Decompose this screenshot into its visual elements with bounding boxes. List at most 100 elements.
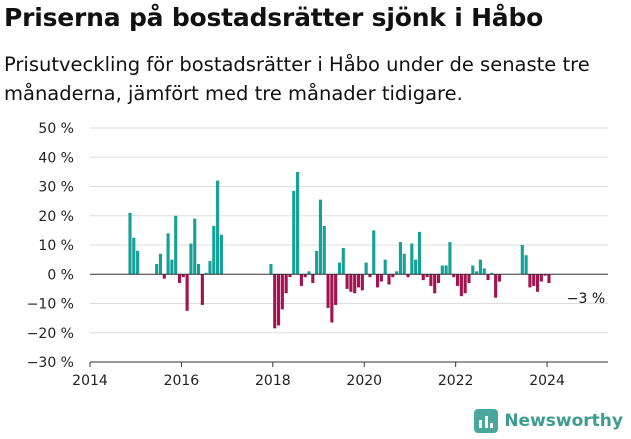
bar (284, 274, 288, 294)
x-axis: 2014 2016 2018 2020 2022 2024 (72, 273, 608, 389)
bar (440, 265, 444, 275)
bar (216, 180, 220, 275)
bars (128, 171, 551, 329)
bar (448, 242, 452, 275)
y-tick-label: 40 % (38, 150, 74, 166)
bar (219, 234, 223, 275)
bar (433, 274, 437, 294)
bar (535, 274, 540, 292)
bar (162, 274, 166, 279)
bar (444, 265, 448, 275)
bar (196, 264, 201, 275)
bar (524, 255, 528, 275)
chart-subtitle: Prisutveckling för bostadsrätter i Håbo … (4, 53, 590, 105)
bar (166, 233, 170, 275)
bar (391, 274, 395, 278)
bar (463, 274, 467, 294)
y-tick-label: 20 % (38, 209, 74, 225)
bar (273, 274, 277, 329)
y-axis: 50 % 40 % 30 % 20 % 10 % 0 % −10 % −20 % −30 % (27, 121, 74, 371)
bar (414, 259, 418, 275)
bar (326, 274, 330, 308)
bar (322, 225, 326, 275)
bar (315, 250, 319, 275)
last-value-label: −3 % (567, 291, 605, 307)
bar (170, 259, 174, 275)
bar (398, 242, 402, 275)
bar (360, 274, 364, 291)
y-tick-label: −10 % (27, 297, 74, 313)
bar (269, 264, 273, 275)
bar (543, 274, 547, 276)
brand-name: Newsworthy (504, 411, 623, 431)
bar (528, 274, 532, 288)
bar (395, 271, 399, 275)
bar (429, 274, 433, 286)
bar (520, 245, 524, 275)
bar (299, 274, 303, 286)
bar (383, 259, 387, 275)
bar (482, 268, 486, 275)
bar (410, 243, 414, 275)
bar (200, 274, 204, 305)
bar (455, 274, 460, 286)
bar (185, 274, 189, 311)
y-tick-label: −30 % (27, 355, 74, 371)
bar (204, 272, 208, 275)
newsworthy-brand: Newsworthy (474, 409, 623, 433)
bar (276, 274, 281, 326)
bar (387, 274, 391, 285)
y-tick-label: −20 % (27, 326, 74, 342)
bar (379, 274, 383, 282)
y-tick-label: 50 % (38, 121, 74, 137)
bar (189, 243, 193, 275)
x-tick-label: 2016 (164, 373, 200, 389)
bar (181, 274, 185, 278)
bar (425, 274, 429, 278)
bar (475, 271, 479, 275)
bar (494, 274, 498, 298)
bar (421, 274, 425, 281)
bar (193, 218, 197, 275)
bar (490, 272, 494, 275)
bar (292, 190, 296, 275)
bar (539, 274, 543, 282)
bar-chart-logo-icon (474, 409, 499, 433)
bar (376, 274, 380, 288)
bar (208, 261, 212, 275)
bar (280, 274, 284, 310)
bar (452, 274, 456, 278)
chart-title: Priserna på bostadsrätter sjönk i Håbo (4, 3, 544, 32)
bar (307, 271, 311, 275)
bar (497, 274, 502, 282)
bar (356, 274, 361, 288)
bar (158, 253, 163, 275)
bar (136, 250, 140, 275)
bar (318, 199, 322, 275)
bar (345, 274, 349, 289)
bar (349, 274, 353, 292)
y-tick-label: 0 % (47, 267, 74, 283)
bar (174, 215, 178, 275)
x-tick-label: 2024 (529, 373, 565, 389)
bar (330, 274, 334, 323)
bar (132, 237, 136, 275)
bar (436, 274, 441, 284)
x-tick-label: 2022 (438, 373, 474, 389)
bar (547, 274, 551, 284)
bar (417, 231, 422, 275)
bar (368, 274, 372, 278)
bar (467, 274, 471, 284)
y-tick-label: 10 % (38, 238, 74, 254)
bar (337, 262, 342, 275)
bar (532, 274, 536, 286)
x-tick-label: 2014 (72, 373, 108, 389)
bar (311, 274, 315, 284)
bar (471, 265, 475, 275)
bar (212, 225, 216, 275)
x-tick-label: 2018 (255, 373, 291, 389)
bar (341, 247, 345, 275)
bar (353, 274, 357, 294)
bar (334, 274, 338, 305)
